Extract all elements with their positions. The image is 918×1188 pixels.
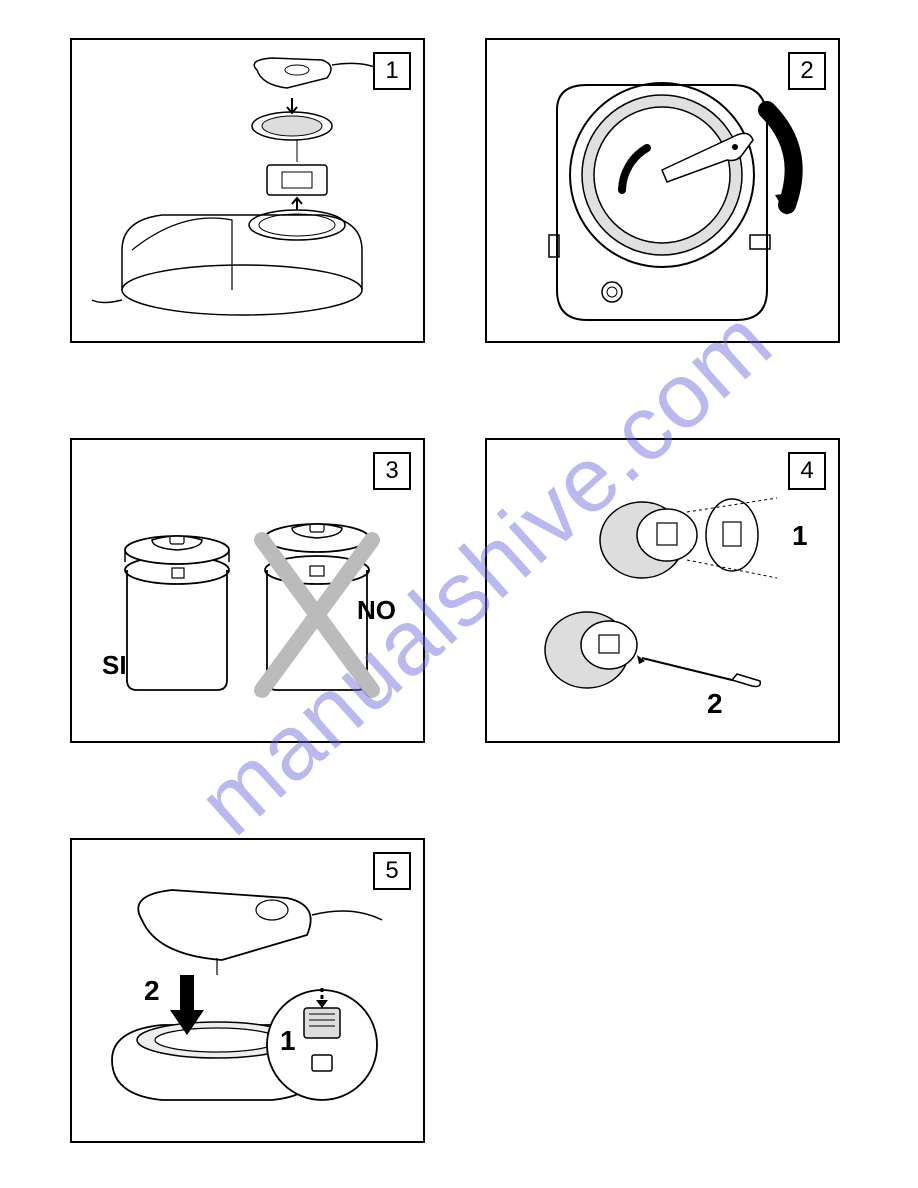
empty-cell [485, 838, 840, 1143]
figure-grid: 1 [70, 38, 848, 1143]
page-container: manualshive.com 1 [0, 0, 918, 1181]
panel-number-box: 5 [373, 852, 411, 890]
panel-number-box: 4 [788, 452, 826, 490]
panel-1: 1 [70, 38, 425, 343]
callout-2: 2 [707, 688, 723, 720]
callout-1: 1 [280, 1025, 296, 1057]
callout-1: 1 [792, 520, 808, 552]
panel-number-box: 1 [373, 52, 411, 90]
panel-number-box: 3 [373, 452, 411, 490]
panel-4: 4 1 [485, 438, 840, 743]
panel-5: 5 [70, 838, 425, 1143]
panel-number: 5 [385, 857, 398, 885]
panel-number-box: 2 [788, 52, 826, 90]
panel-2: 2 [485, 38, 840, 343]
callout-2: 2 [144, 975, 160, 1007]
label-yes: SI [102, 650, 127, 681]
panel-number: 3 [385, 457, 398, 485]
panel-3: 3 [70, 438, 425, 743]
panel-number: 1 [385, 57, 398, 85]
panel-number: 4 [800, 457, 813, 485]
label-no: NO [357, 595, 396, 626]
panel-number: 2 [800, 57, 813, 85]
